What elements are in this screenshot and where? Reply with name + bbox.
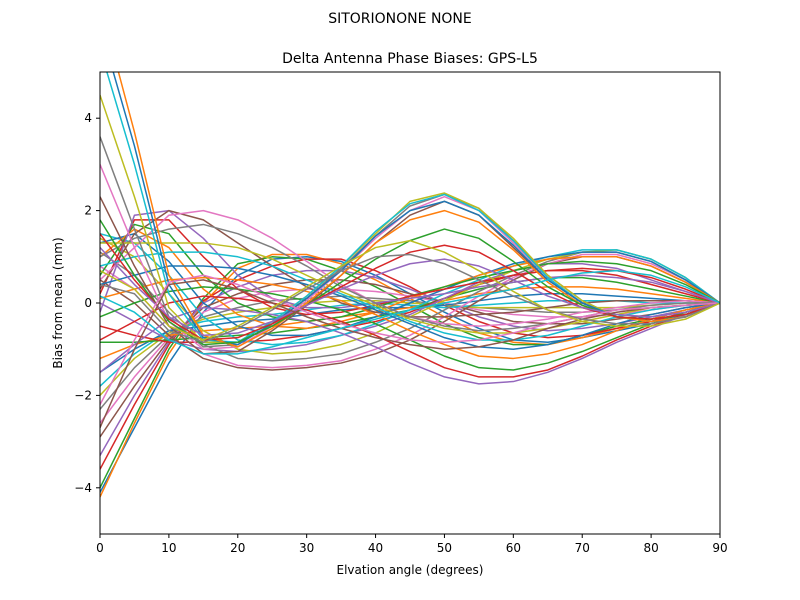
x-tick-label: 30	[299, 541, 314, 555]
series-line-47	[100, 274, 720, 405]
series-line-48	[100, 253, 720, 344]
x-tick-label: 20	[230, 541, 245, 555]
series-line-4	[100, 258, 720, 470]
x-axis: 0 10 20 30 40 50 60 70 80 90	[96, 534, 728, 555]
x-tick-label: 40	[368, 541, 383, 555]
series-line-50	[100, 269, 720, 355]
chart-title: Delta Antenna Phase Biases: GPS-L5	[282, 51, 538, 67]
x-tick-label: 50	[437, 541, 452, 555]
y-tick-label: −2	[74, 388, 92, 402]
x-tick-label: 10	[161, 541, 176, 555]
x-tick-label: 90	[712, 541, 727, 555]
y-axis: −4 −2 0 2 4	[74, 111, 100, 495]
series-line-35	[100, 302, 720, 385]
y-axis-label: Bias from mean (mm)	[51, 237, 65, 368]
y-tick-label: −4	[74, 481, 92, 495]
series-line-49	[100, 239, 720, 341]
x-tick-label: 70	[575, 541, 590, 555]
y-tick-label: 2	[84, 204, 92, 218]
series-line-34	[100, 295, 720, 378]
series-line-32	[100, 276, 720, 360]
figure-suptitle: SITORIONONE NONE	[328, 11, 472, 27]
x-tick-label: 60	[506, 541, 521, 555]
x-tick-label: 0	[96, 541, 104, 555]
series-line-25	[100, 209, 720, 313]
series-line-45	[100, 247, 720, 337]
y-tick-label: 4	[84, 111, 92, 125]
series-line-46	[100, 279, 720, 429]
y-tick-label: 0	[84, 296, 92, 310]
series-line-21	[100, 232, 720, 337]
x-axis-label: Elvation angle (degrees)	[337, 563, 484, 577]
x-tick-label: 80	[643, 541, 658, 555]
series-group	[100, 72, 720, 498]
